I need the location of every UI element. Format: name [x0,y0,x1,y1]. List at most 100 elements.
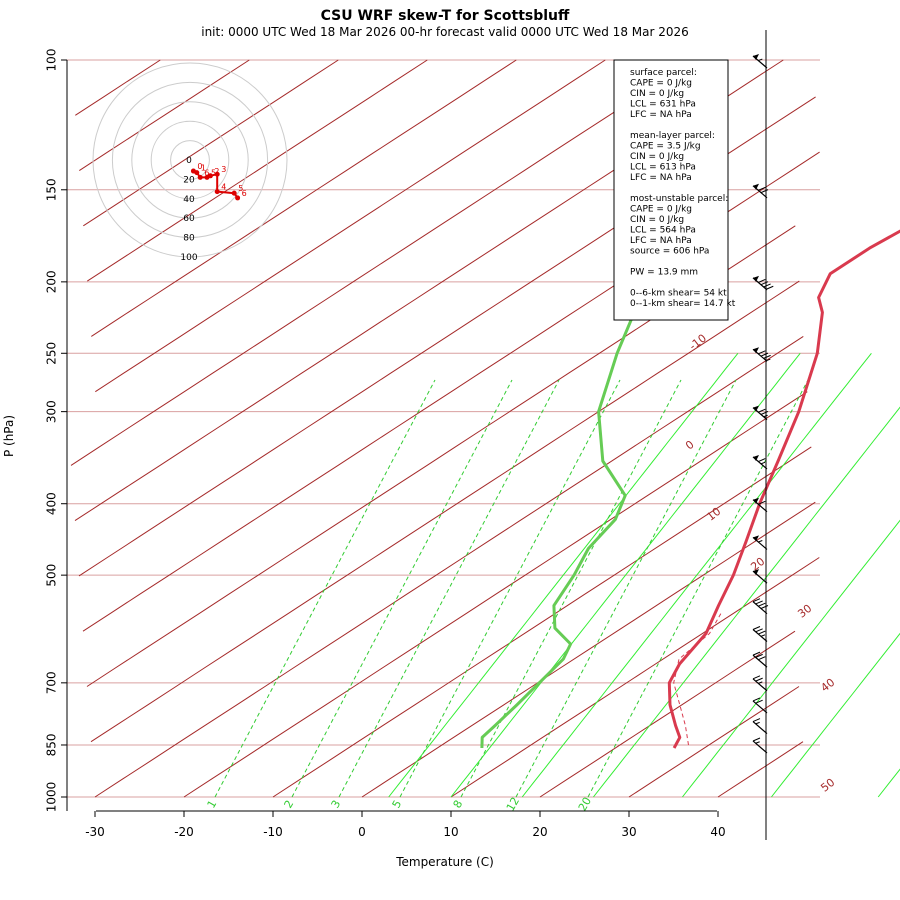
wind-barb-staff [752,601,768,615]
isotherm-line [183,391,808,798]
wind-barb-staff [752,700,768,714]
info-box-line: CIN = 0 J/kg [630,215,684,225]
isotherm-line [70,59,695,466]
wind-barb-feather [758,500,766,505]
info-box-line: LCL = 631 hPa [630,100,696,110]
wind-barb-feather [763,283,771,288]
wind-barb-feather [755,600,763,605]
y-axis-ticks: 100 150 200 250 300 400 500 700 850 1000 [45,49,67,813]
info-box-line: CAPE = 0 J/kg [630,79,692,89]
moist-adiabat-line [771,632,900,798]
isotherm-line [90,280,800,743]
wind-barb-feather [760,605,769,609]
info-box-line: LCL = 613 hPa [630,163,696,173]
info-box-line: PW = 13.9 mm [630,268,698,278]
isotherm-line [717,741,804,798]
hodograph-point-label: 0 [197,162,202,171]
x-axis-label: Temperature (C) [395,855,494,869]
y-tick-label: 250 [45,342,59,365]
wind-barb-feather [755,699,763,704]
hodograph-point [235,195,241,201]
mixing-ratio-label: 2 [282,798,297,811]
hodograph-point-label: 3 [221,165,226,174]
mixing-ratio-line [515,379,737,798]
isotherm-line [272,446,812,798]
info-box-line: mean-layer parcel: [630,131,715,141]
wind-barb-half-feather [758,58,763,62]
wind-barb-staff [752,678,768,692]
wind-barb-feather [758,458,766,462]
x-tick-label: 40 [710,825,725,839]
info-box-line: LCL = 564 hPa [630,226,696,236]
x-tick-label: 30 [621,825,636,839]
wind-barb-feather [755,653,763,658]
hodograph-point [197,174,203,180]
isotherm-label: -10 [687,332,709,353]
wind-barb-flag [753,347,759,354]
wind-barb-feather [752,697,761,702]
hodograph-ring [131,101,249,219]
wind-barb-feather [758,656,766,661]
hodograph-ring [111,81,269,239]
isotherm-line [79,59,250,172]
wind-barb-feather [760,189,769,194]
isotherm-label: 0 [683,438,697,453]
hodograph-point [231,190,237,196]
isobars [67,59,820,798]
y-tick-label: 850 [45,734,59,757]
hodograph-ring [150,120,230,200]
wind-barb-feather [760,281,769,286]
profile-series [480,229,900,749]
hodograph-ring-label: 80 [183,234,195,244]
mixing-ratio-label: 8 [451,798,466,811]
y-tick-label: 300 [45,400,59,423]
wind-barb-feather [752,737,761,742]
chart-subtitle: init: 0000 UTC Wed 18 Mar 2026 00-hr for… [201,25,689,39]
y-tick-label: 1000 [45,782,59,813]
wind-barb-flag [753,454,759,461]
wind-barb-feather [752,598,761,603]
hodograph-point [207,173,213,179]
info-box-line: LFC = NA hPa [630,110,692,120]
wind-barb-flag [753,183,759,190]
y-tick-label: 500 [45,564,59,587]
moist-adiabat-line [877,768,900,798]
wind-barb-half-feather [758,681,763,684]
isotherm-line [361,501,816,798]
info-box-line: most-unstable parcel: [630,194,728,204]
hodograph-ring-label: 0 [186,156,192,166]
wind-barb-feather [752,675,761,680]
isotherm-line [87,59,428,282]
wind-barb-flag [753,54,759,60]
mixing-ratio-line [291,379,513,798]
wind-barb-feather [752,718,761,723]
wind-barb-feather [758,186,766,191]
wind-barb-feather [758,602,766,607]
wind-barb-feather [766,285,774,290]
wind-barb-staff [752,629,768,642]
info-box-line: 0--1-km shear= 14.7 kt [630,299,736,309]
info-box-line: surface parcel: [630,68,697,78]
hodograph-point-label: 1 [201,164,206,173]
wind-barb-flag [753,275,759,282]
parcel-line [673,611,723,746]
wind-barb-flag [753,535,759,542]
hodograph-point-label: 6 [242,189,247,198]
info-box-line: LFC = NA hPa [630,236,692,246]
wind-barb-half-feather [755,741,760,744]
wind-barb-flag [753,569,759,576]
hodograph-point-label: 5 [238,184,243,193]
wind-barb-feather [752,626,761,630]
isotherm-line [75,59,161,116]
mixing-ratio-label: 20 [576,795,594,814]
hodograph-ring-label: 40 [183,195,195,205]
mixing-ratio-lines: 1 2 3 5 8 12 20 [205,379,809,814]
temperature-line [667,229,900,749]
hodograph-point [194,170,200,176]
mixing-ratio-line [399,379,621,798]
moist-adiabat-line [682,519,900,798]
y-axis-label: P (hPa) [2,415,16,457]
info-box-line: CIN = 0 J/kg [630,89,684,99]
